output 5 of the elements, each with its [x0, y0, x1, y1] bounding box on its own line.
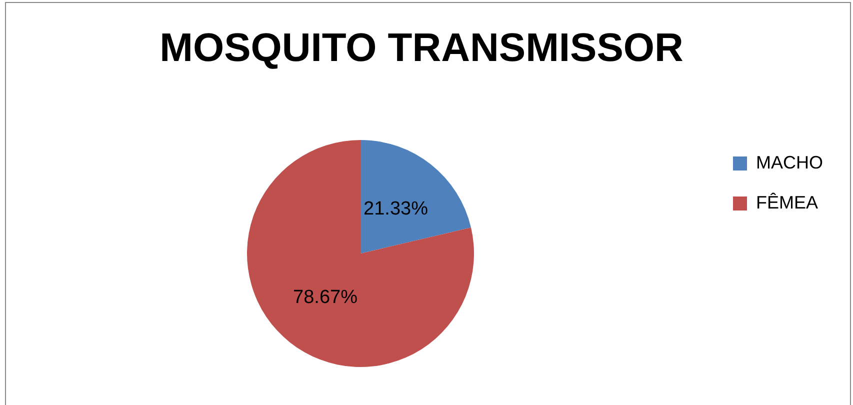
- data-label: 78.67%: [293, 287, 358, 308]
- legend-label: FÊMEA: [756, 192, 818, 212]
- data-label: 21.33%: [364, 198, 428, 220]
- legend-label: MACHO: [756, 152, 823, 172]
- chart-title: MOSQUITO TRANSMISSOR: [160, 26, 684, 70]
